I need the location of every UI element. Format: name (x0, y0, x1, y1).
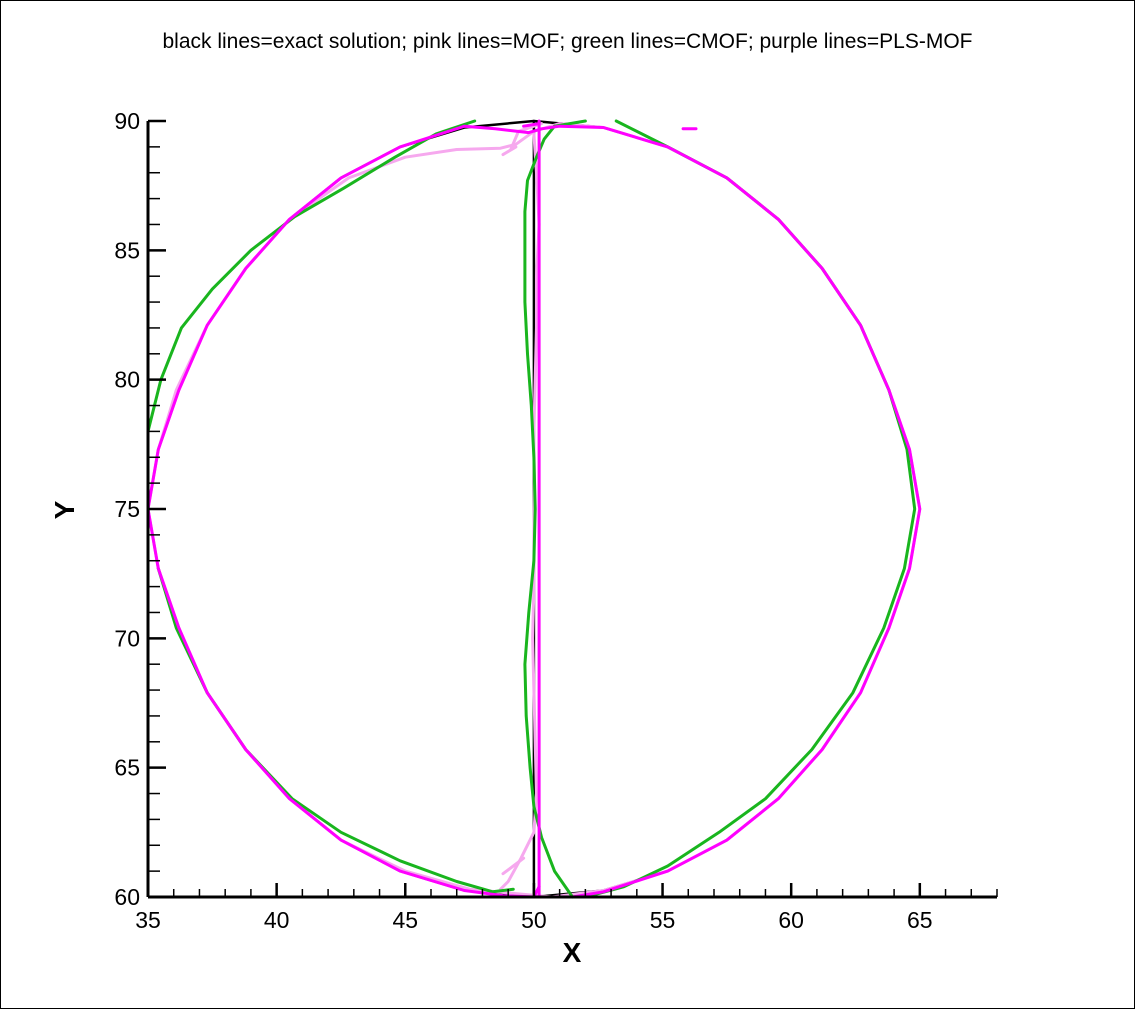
x-tick-label-60: 60 (778, 907, 804, 933)
y-ticks: 60 65 70 75 80 85 90 (114, 108, 166, 910)
series-2-segment-4 (523, 124, 574, 899)
y-axis-title: Y (49, 500, 80, 519)
y-tick-label-70: 70 (114, 625, 140, 651)
chart-title: black lines=exact solution; pink lines=M… (162, 30, 973, 53)
y-tick-label-60: 60 (114, 884, 140, 910)
series-2-segment-3 (156, 567, 515, 894)
y-tick-label-85: 85 (114, 237, 140, 263)
y-tick-label-75: 75 (114, 496, 140, 522)
y-tick-label-90: 90 (114, 108, 140, 134)
x-tick-label-35: 35 (135, 907, 161, 933)
series-1-segment-4 (501, 856, 526, 876)
x-tick-label-45: 45 (392, 907, 418, 933)
x-tick-label-50: 50 (521, 907, 547, 933)
x-axis-title: X (563, 937, 582, 968)
x-ticks: 35 40 45 50 55 60 65 (135, 883, 998, 933)
y-tick-label-65: 65 (114, 755, 140, 781)
x-tick-label-65: 65 (907, 907, 933, 933)
series-2-segment-2 (583, 119, 917, 899)
curve-layer (146, 119, 922, 899)
axes-layer: 35 40 45 50 55 60 65 60 65 70 75 80 85 90 (114, 108, 998, 933)
series-3-segment-2 (522, 122, 541, 128)
x-tick-label-55: 55 (650, 907, 676, 933)
series-3-segment-0 (146, 124, 922, 899)
series-2-segment-0 (146, 119, 477, 433)
x-tick-label-40: 40 (264, 907, 290, 933)
y-tick-label-80: 80 (114, 367, 140, 393)
series-1-segment-2 (501, 145, 518, 157)
